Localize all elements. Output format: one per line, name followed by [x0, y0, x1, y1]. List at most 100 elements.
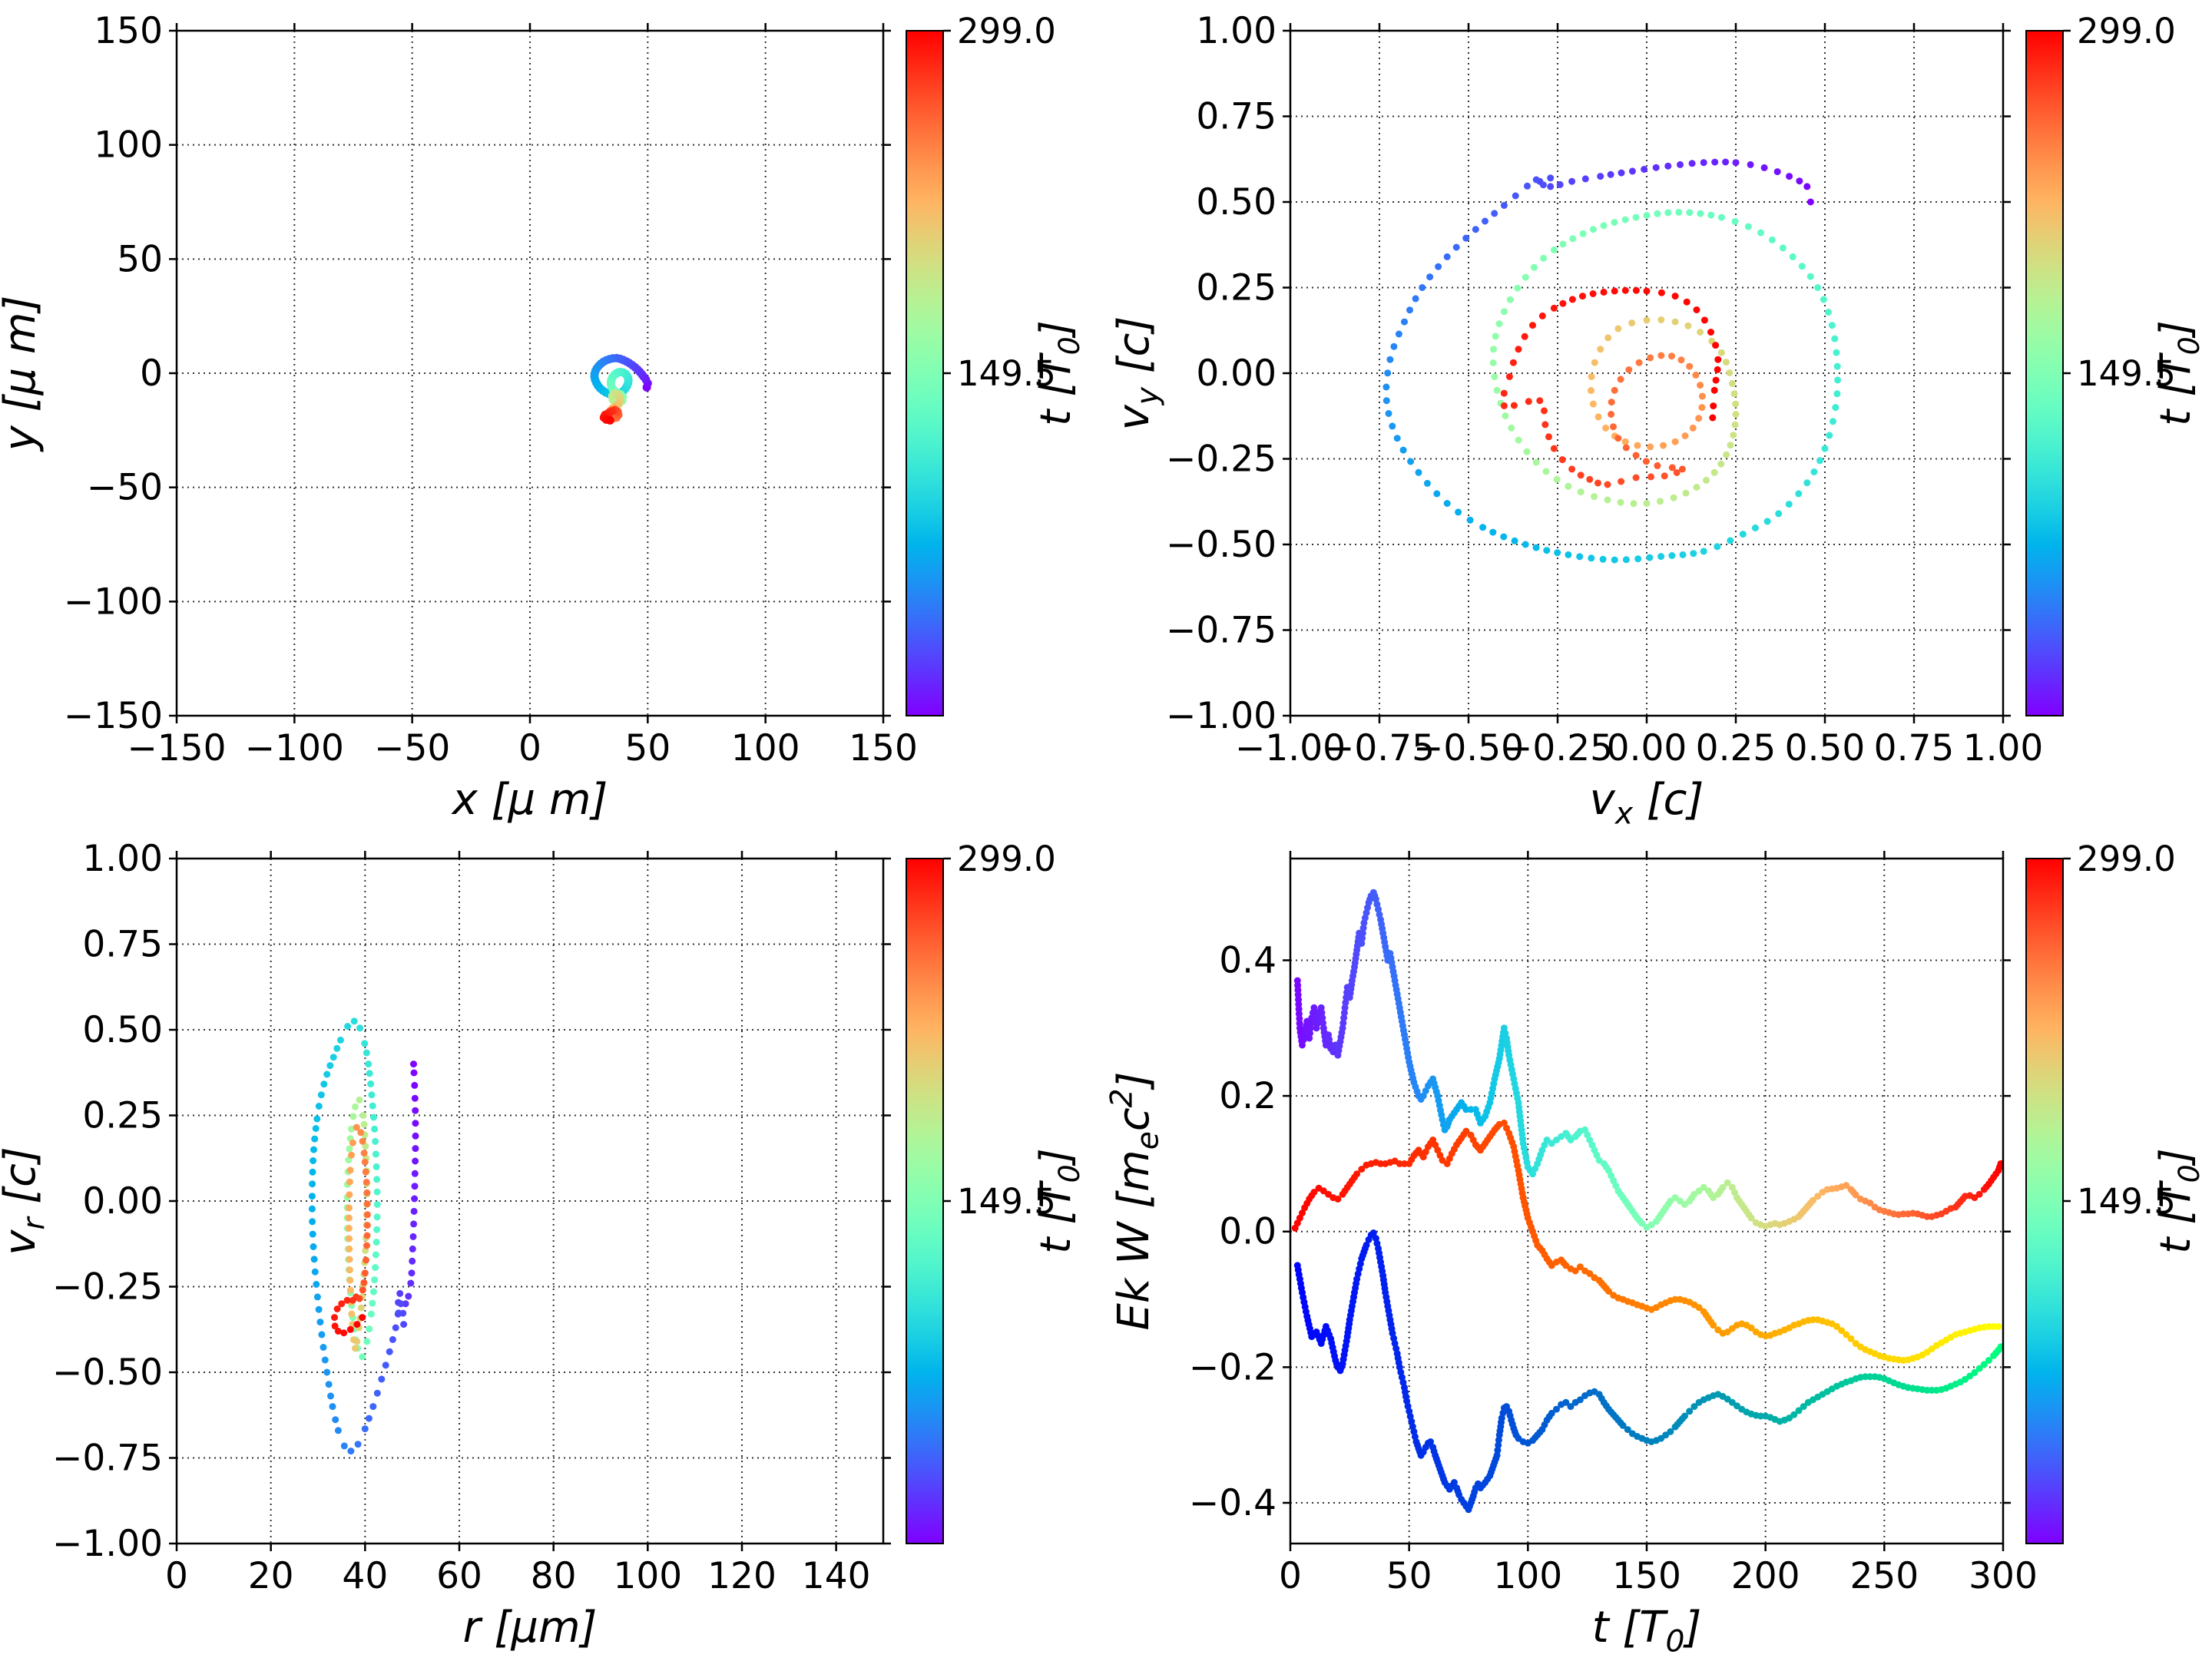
data-point	[1831, 335, 1839, 342]
data-point	[400, 1321, 408, 1329]
subplot-vxvy: −1.00−0.75−0.50−0.250.00 0.25 0.50 0.75 1.00…	[1109, 10, 2206, 831]
y-axis-label-xy: y [μ m]	[0, 296, 45, 453]
data-point	[1803, 183, 1811, 190]
data-point	[1492, 333, 1499, 340]
data-point	[1408, 1418, 1416, 1425]
data-point	[1334, 1195, 1342, 1203]
data-point	[317, 1091, 325, 1099]
data-point	[327, 1392, 334, 1400]
data-point	[1543, 547, 1551, 554]
data-point	[1866, 1199, 1874, 1207]
data-point	[1589, 226, 1597, 233]
data-point	[1747, 160, 1754, 168]
series-layer-ekw	[1291, 888, 2003, 1514]
data-point	[1790, 1411, 1798, 1418]
data-point	[1340, 1014, 1348, 1021]
colorbar-strip	[906, 30, 944, 716]
y-tick-label: 0.00	[82, 1180, 163, 1223]
data-point	[1553, 475, 1561, 483]
data-point	[352, 1345, 359, 1352]
data-point	[373, 1201, 381, 1208]
data-point	[1433, 490, 1441, 498]
data-point	[1341, 1004, 1349, 1011]
data-point	[1833, 1322, 1840, 1330]
data-point	[412, 1132, 419, 1140]
x-tick-label: 150	[849, 727, 918, 769]
data-point	[350, 1336, 357, 1344]
x-tick-label: 120	[707, 1555, 777, 1597]
y-tick-label: 0.2	[1219, 1075, 1277, 1117]
data-point	[316, 1319, 324, 1326]
data-point	[1700, 548, 1707, 555]
data-point	[311, 1135, 319, 1143]
ticks-ekw: 0 50 100 150 200 250 300 0.4 0.2 0.0 −0.2 −0.4	[1189, 851, 2038, 1597]
data-point	[1695, 1304, 1703, 1312]
data-point	[1997, 1343, 2003, 1351]
data-point	[1462, 1106, 1470, 1113]
data-point	[1632, 286, 1640, 294]
data-point	[1589, 400, 1597, 408]
data-point	[1693, 484, 1700, 491]
data-point	[1591, 359, 1598, 366]
data-point	[1686, 1408, 1694, 1415]
data-point	[1683, 298, 1690, 306]
data-point	[369, 1102, 376, 1110]
data-point	[1825, 309, 1832, 316]
data-point	[1604, 481, 1611, 488]
data-point	[1525, 398, 1532, 405]
data-point	[350, 1017, 358, 1025]
data-point	[354, 1441, 362, 1448]
series-energy-rainbow	[1293, 888, 2003, 1231]
data-point	[411, 1170, 419, 1177]
data-point	[1698, 392, 1706, 400]
data-point	[346, 1166, 354, 1174]
x-tick-label: −0.50	[1413, 727, 1524, 769]
data-point	[1724, 1329, 1731, 1335]
data-point	[1493, 1451, 1501, 1459]
data-point	[1500, 308, 1508, 316]
data-point	[329, 1403, 336, 1411]
data-point	[1591, 493, 1598, 501]
data-point	[332, 1416, 339, 1424]
x-tick-label: 0	[518, 727, 541, 769]
data-point	[1558, 456, 1566, 464]
data-point	[1576, 553, 1584, 561]
data-point	[1522, 273, 1529, 281]
data-point	[1643, 212, 1651, 219]
data-point	[370, 1113, 377, 1121]
data-point	[1432, 1141, 1439, 1149]
data-point	[1614, 325, 1622, 333]
data-point	[1462, 234, 1470, 242]
data-point	[1679, 551, 1687, 558]
data-point	[1401, 318, 1408, 326]
data-point	[1612, 1182, 1620, 1190]
data-point	[1493, 386, 1501, 394]
data-point	[1494, 1447, 1502, 1454]
data-point	[1611, 219, 1618, 227]
data-point	[361, 1158, 369, 1166]
data-point	[346, 1276, 354, 1284]
data-point	[1712, 376, 1720, 384]
data-point	[1711, 158, 1719, 166]
data-point	[359, 1112, 367, 1119]
data-point	[1389, 422, 1396, 430]
data-point	[1796, 177, 1803, 185]
data-point	[1703, 476, 1710, 484]
data-point	[1515, 346, 1522, 353]
data-point	[1568, 465, 1576, 473]
data-point	[1779, 244, 1786, 252]
data-point	[1542, 468, 1550, 475]
data-point	[363, 1211, 371, 1219]
data-point	[320, 1344, 327, 1351]
data-point	[1671, 293, 1679, 300]
colorbar-tick-label: 149.5	[957, 353, 1056, 394]
data-point	[1462, 1127, 1470, 1135]
data-point	[373, 1389, 381, 1397]
colorbar-vxvy: 299.0 149.5t [T0]	[2025, 11, 2206, 716]
data-point	[1541, 421, 1549, 429]
data-point	[346, 1266, 353, 1274]
data-point	[1529, 322, 1536, 329]
data-point	[363, 1189, 371, 1196]
data-point	[309, 1180, 316, 1188]
data-point	[395, 1309, 402, 1317]
